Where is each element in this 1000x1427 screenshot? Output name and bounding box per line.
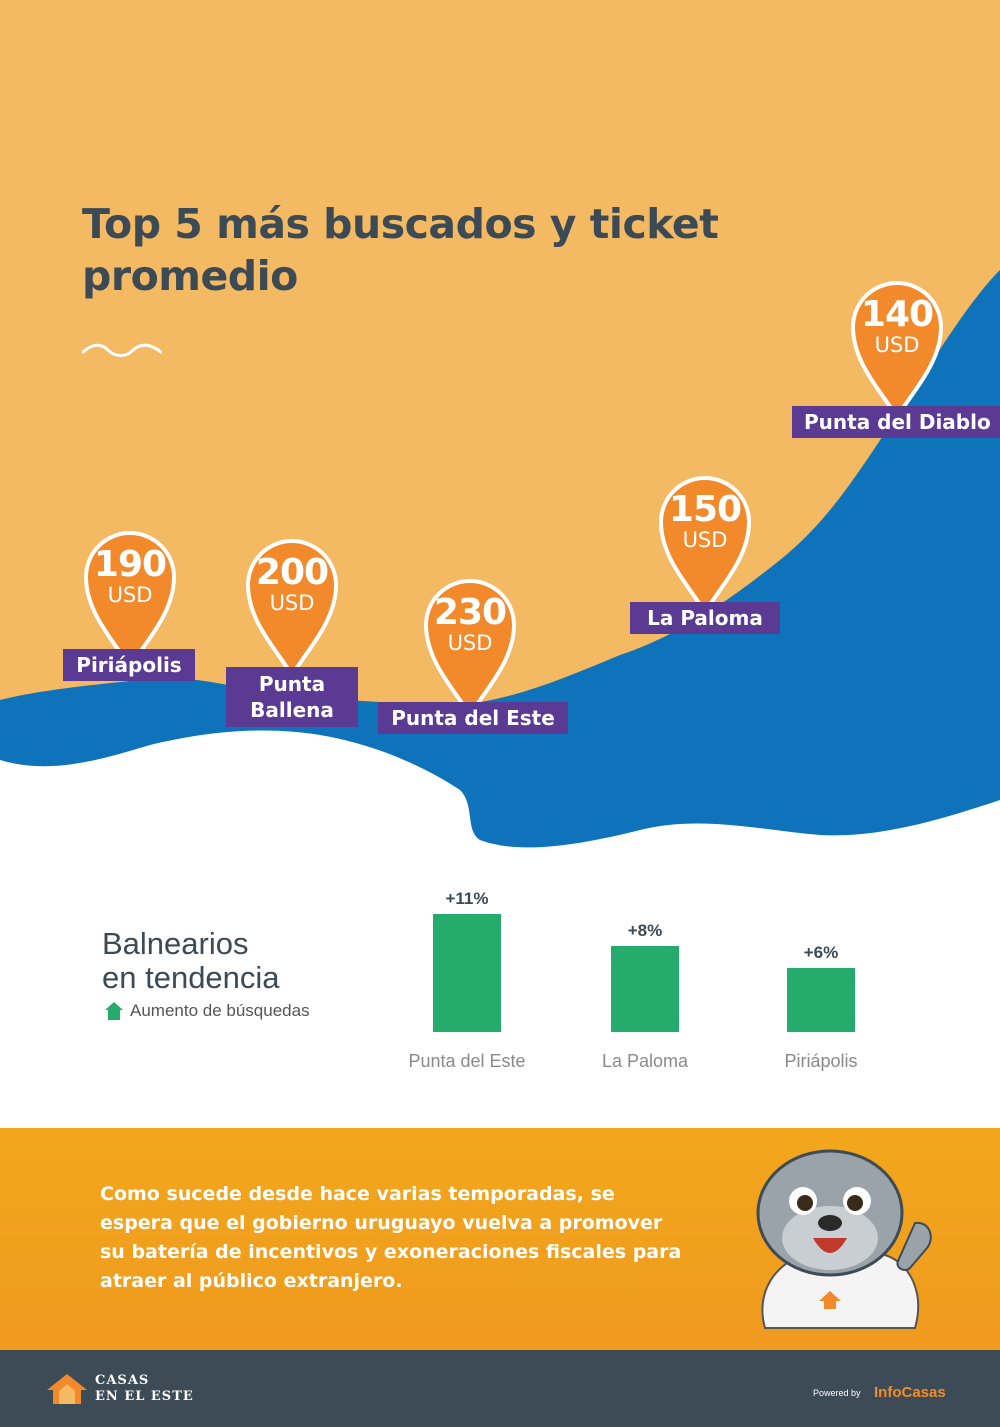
trend-title: Balnearios en tendencia — [102, 927, 280, 995]
pin-value: 230 — [433, 592, 507, 633]
pin-punta-del-diablo: 140 USD — [847, 275, 947, 420]
footer-logo: CASAS EN EL ESTE — [95, 1373, 194, 1405]
pin-punta-del-este: 230 USD — [420, 573, 520, 718]
powered-by-label: Powered by — [813, 1388, 861, 1398]
map-pin-icon — [850, 281, 944, 420]
place-label-punta-del-este: Punta del Este — [378, 702, 568, 734]
pin-punta-ballena: 200 USD — [242, 533, 342, 678]
map-pin-icon — [423, 579, 517, 718]
house-icon — [105, 1002, 123, 1020]
legend-label: Aumento de búsquedas — [130, 1001, 310, 1020]
wave-divider-icon — [82, 343, 162, 357]
place-label-punta-del-diablo: Punta del Diablo — [792, 406, 1000, 438]
pin-value: 140 — [860, 294, 934, 335]
trend-bar — [433, 914, 501, 1032]
footer — [0, 1350, 1000, 1427]
pin-currency: USD — [107, 583, 153, 607]
map-pin-icon — [658, 476, 752, 615]
pin-value: 150 — [668, 489, 742, 530]
pin-piriapolis: 190 USD — [80, 525, 180, 670]
white-shore — [0, 730, 1000, 860]
seal-mascot-icon — [756, 1149, 932, 1329]
page-title: Top 5 más buscados y ticket promedio — [82, 198, 782, 302]
pin-currency: USD — [874, 333, 920, 357]
trend-legend: Aumento de búsquedas — [104, 1001, 310, 1021]
pin-value: 200 — [255, 552, 329, 593]
pin-la-paloma: 150 USD — [655, 470, 755, 615]
trend-bar-label: Piriápolis — [784, 1051, 858, 1071]
trend-bar-value: +11% — [445, 889, 489, 908]
trend-title-line1: Balnearios — [102, 926, 249, 961]
trend-bar — [611, 946, 679, 1032]
trend-title-line2: en tendencia — [102, 960, 280, 995]
place-label-line1: Punta — [258, 672, 326, 696]
place-label-punta-ballena: Punta Ballena — [226, 667, 358, 727]
trend-bar-value: +6% — [803, 942, 839, 962]
place-label-piriapolis: Piriápolis — [63, 649, 195, 681]
trend-bar — [787, 967, 855, 1032]
banner-text: Como sucede desde hace varias temporadas… — [100, 1183, 682, 1292]
title-line1: Top 5 más buscados y ticket — [82, 200, 719, 248]
place-label-la-paloma: La Paloma — [630, 602, 780, 634]
house-logo-icon — [47, 1374, 87, 1404]
trend-bar-label: Punta del Este — [408, 1051, 526, 1071]
pin-value: 190 — [93, 544, 167, 585]
logo-line1: CASAS — [95, 1373, 150, 1388]
map-pin-icon — [83, 531, 177, 670]
pin-currency: USD — [269, 591, 315, 615]
trend-bar-label: La Paloma — [601, 1051, 689, 1071]
logo-line2: EN EL ESTE — [95, 1389, 194, 1404]
title-line2: promedio — [82, 252, 298, 300]
trend-bar-value: +8% — [627, 921, 663, 941]
infocasas-brand: InfoCasas — [874, 1384, 946, 1401]
pin-currency: USD — [447, 631, 493, 655]
place-label-line2: Ballena — [250, 698, 334, 722]
map-pin-icon — [245, 539, 339, 678]
pin-currency: USD — [682, 528, 728, 552]
